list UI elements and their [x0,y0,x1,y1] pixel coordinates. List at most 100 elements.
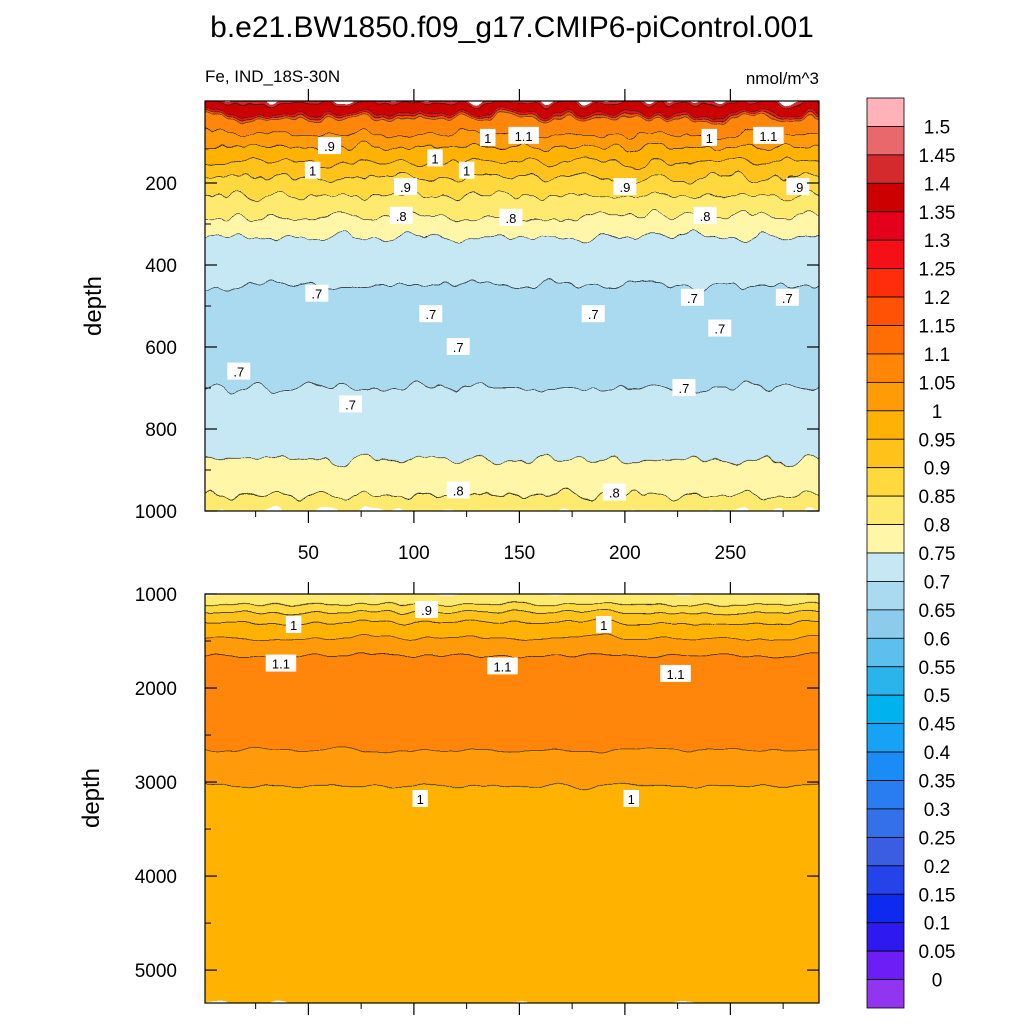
bottom-contour-label: 1.1 [265,654,297,672]
chart-subtitle-left: Fe, IND_18S-30N [205,67,340,86]
bottom-fill-strip [205,813,819,818]
bottom-fill-strip [205,736,819,741]
svg-text:.7: .7 [453,340,464,355]
bottom-fill-strip [205,731,819,736]
top-fill-strip [205,159,819,164]
top-fill-strip [205,377,819,382]
bottom-fill-strip [205,920,819,925]
top-fill-strip [205,182,819,187]
bottom-fill-strip [205,905,819,910]
top-fill-strip [205,320,819,325]
bottom-fill-strip [205,823,819,828]
top-contour-label: .7 [708,319,732,337]
top-fill-strip [205,431,819,435]
top-contour-label: 1 [304,161,321,179]
top-fill-strip [205,259,819,264]
top-fill-strip [205,277,819,282]
bottom-fill-strip [205,749,819,754]
top-fill-strip [205,295,819,300]
colorbar-swatch [866,296,905,326]
bottom-contour-label: 1 [412,789,428,807]
top-fill-strip [205,472,819,476]
bottom-fill-strip [205,624,819,628]
colorbar-label: 1.45 [919,146,956,167]
bottom-fill-strip [205,869,819,874]
top-xtick-label: 250 [715,543,747,564]
bottom-fill-strip [205,913,819,917]
top-fill-strip [205,146,819,151]
colorbar-label: 1.4 [924,174,951,195]
colorbar-swatch [866,97,905,127]
bottom-fill-strip [205,739,819,743]
colorbar-swatch [866,182,905,213]
colorbar-swatch [866,751,905,781]
colorbar-swatch [866,780,905,810]
top-contour-label: .9 [393,178,417,196]
top-fill-strip [205,418,819,423]
colorbar-swatch [866,239,905,270]
top-fill-strip [205,300,819,305]
bottom-fill-strip [205,821,819,825]
bottom-ytick-label: 4000 [135,867,177,888]
top-contour-label: .8 [499,208,523,226]
top-fill-strip [205,156,819,161]
top-fill-strip [205,356,819,361]
bottom-fill-strip [205,695,819,700]
top-fill-strip [205,343,819,348]
bottom-fill-strip [205,994,819,999]
bottom-contour-label: 1 [285,616,302,634]
top-fill-strip [205,246,819,251]
bottom-fill-strip [205,726,819,731]
top-fill-strip [205,315,819,320]
bottom-fill-strip [205,780,819,784]
bottom-fill-strip [205,966,819,971]
bottom-fill-strip [205,818,819,823]
bottom-fill-strip [205,872,819,876]
top-contour-label: 1 [701,128,718,146]
top-fill-strip [205,395,819,399]
bottom-fill-strip [205,705,819,710]
top-fill-strip [205,428,819,433]
bottom-fill-strip [205,700,819,705]
svg-text:.8: .8 [396,209,407,224]
top-contour-label: .8 [446,481,470,499]
bottom-fill-strip [205,941,819,945]
top-ytick-label: 1000 [135,502,177,523]
bottom-fill-strip [205,636,819,641]
top-contour-label: .7 [227,362,251,380]
svg-text:.7: .7 [588,307,599,322]
top-fill-strip [205,103,819,107]
bottom-fill-strip [205,936,819,940]
bottom-fill-strip [205,774,819,779]
bottom-fill-strip [205,601,819,605]
top-fill-strip [205,313,819,317]
top-fill-strip [205,449,819,453]
top-contour-label: .8 [693,206,717,224]
top-fill-strip [205,410,819,415]
bottom-fill-strip [205,979,819,984]
bottom-fill-strip [205,964,819,968]
bottom-fill-strip [205,751,819,756]
bottom-fill-strip [205,803,819,807]
bottom-fill-strip [205,856,819,861]
top-fill-strip [205,192,819,197]
bottom-fill-strip [205,833,819,838]
top-fill-strip [205,279,819,284]
top-fill-strip [205,420,819,425]
colorbar-swatch [866,808,905,838]
top-fill-strip [205,451,819,456]
bottom-fill-strip [205,652,819,657]
top-fill-strip [205,238,819,243]
bottom-fill-strip [205,846,819,851]
top-contour-label: .8 [602,483,626,501]
top-fill-strip [205,507,819,511]
bottom-fill-strip [205,959,819,963]
bottom-fill-strip [205,790,819,795]
bottom-ylabel: depth [78,768,105,828]
bottom-fill-strip [205,744,819,749]
bottom-contour-label: 1 [596,616,612,634]
top-xtick-label: 100 [398,543,430,564]
top-fill-strip [205,484,819,489]
bottom-fill-strip [205,861,819,866]
top-fill-strip [205,323,819,328]
